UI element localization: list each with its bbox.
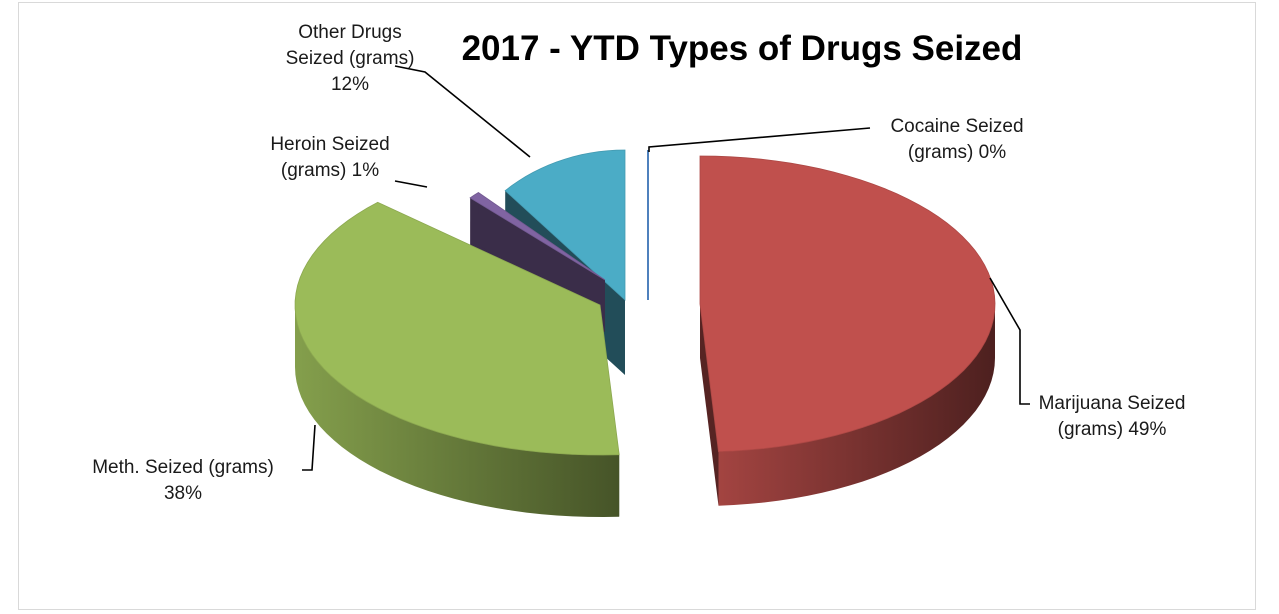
leader-line-other: [394, 65, 531, 158]
chart-title: 2017 - YTD Types of Drugs Seized: [462, 29, 1023, 68]
leader-line-marijuana: [989, 277, 1030, 405]
pie-slice-marijuana: [699, 155, 996, 506]
data-label-line: (grams) 1%: [281, 160, 379, 181]
data-label-line: Seized (grams): [286, 48, 415, 69]
data-label-heroin: Heroin Seized (grams) 1%: [270, 134, 389, 181]
slice-layer: [294, 149, 996, 517]
chart-frame: [18, 2, 1256, 610]
data-label-other: Other Drugs Seized (grams) 12%: [286, 22, 415, 95]
data-label-line: 12%: [331, 74, 369, 95]
data-label-line: Meth. Seized (grams): [92, 457, 274, 478]
data-label-line: Cocaine Seized: [890, 116, 1023, 137]
leader-line-meth: [302, 424, 316, 471]
data-label-meth: Meth. Seized (grams) 38%: [92, 457, 274, 504]
data-label-line: 38%: [164, 483, 202, 504]
data-label-line: Other Drugs: [298, 22, 401, 43]
leader-line-heroin: [394, 180, 428, 188]
data-label-marijuana: Marijuana Seized (grams) 49%: [1039, 393, 1186, 440]
data-label-line: (grams) 0%: [908, 142, 1006, 163]
data-label-cocaine: Cocaine Seized (grams) 0%: [890, 116, 1023, 163]
label-layer: Marijuana Seized (grams) 49% Meth. Seized …: [92, 22, 1185, 504]
data-label-line: Heroin Seized: [270, 134, 389, 155]
data-label-line: (grams) 49%: [1058, 419, 1167, 440]
leader-line-cocaine: [648, 127, 871, 152]
data-label-line: Marijuana Seized: [1039, 393, 1186, 414]
pie-slice-meth: [294, 201, 620, 517]
